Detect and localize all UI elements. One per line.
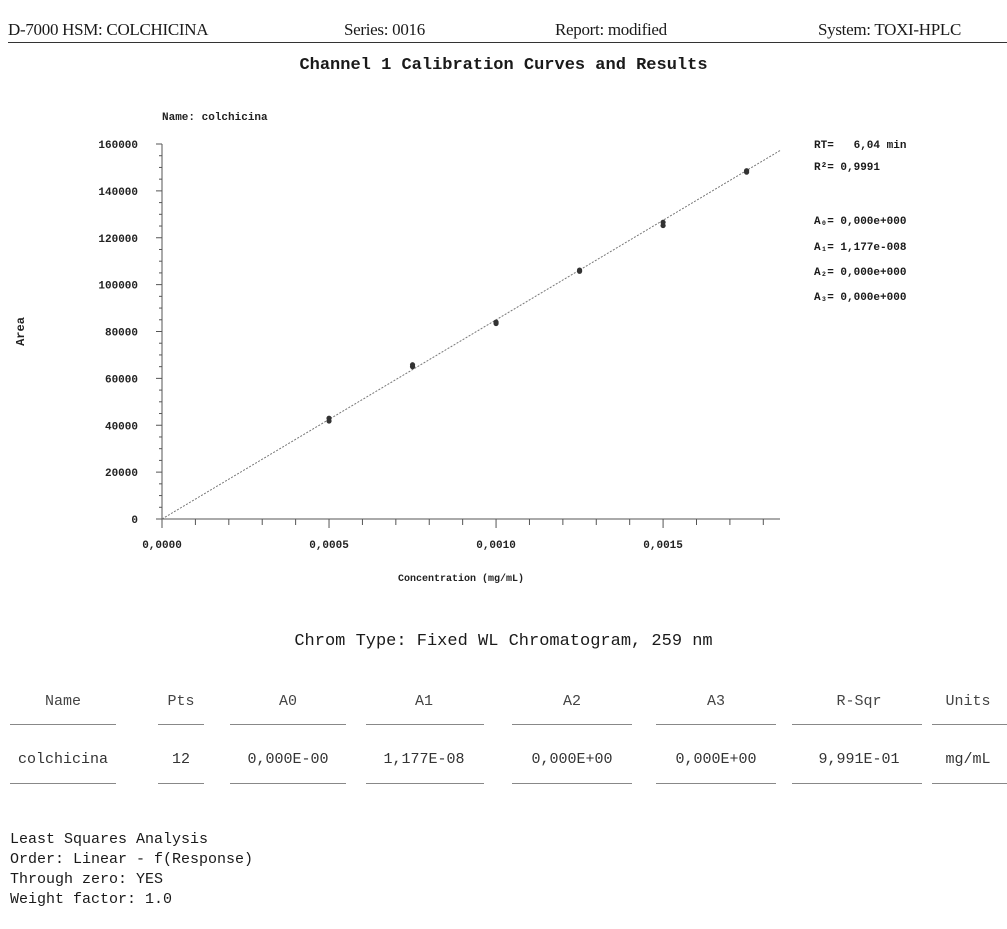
y-tick-label: 100000	[98, 281, 138, 293]
system-label: System: TOXI-HPLC	[818, 20, 962, 39]
x-tick-label: 0,0010	[476, 540, 516, 552]
report-label: Report: modified	[555, 20, 667, 39]
least-squares-order: Order: Linear - f(Response)	[10, 851, 254, 868]
series-label: Series: 0016	[344, 20, 425, 39]
data-point	[409, 362, 416, 368]
chart-title: Name: colchicina	[162, 112, 268, 124]
y-tick-label: 80000	[105, 328, 138, 340]
regression-line	[161, 150, 781, 520]
data-point	[743, 168, 750, 174]
y-tick-label: 120000	[98, 234, 138, 246]
col-header-a1: A1	[414, 693, 434, 710]
cell-a3: 0,000E+00	[675, 751, 757, 768]
cell-a0: 0,000E-00	[247, 751, 329, 768]
header-underline	[230, 724, 346, 725]
row-underline	[158, 783, 204, 784]
coef-a0: A₀= 0,000e+000	[814, 216, 907, 228]
data-point	[660, 219, 666, 225]
coef-a3: A₃= 0,000e+000	[814, 292, 907, 304]
x-tick-label: 0,0005	[309, 540, 349, 552]
report-title: Channel 1 Calibration Curves and Results	[299, 56, 708, 75]
retention-time: RT= 6,04 min	[814, 140, 907, 152]
x-tick-label: 0,0015	[643, 540, 683, 552]
cell-units: mg/mL	[945, 751, 991, 768]
coef-a2: A₂= 0,000e+000	[814, 267, 907, 279]
instrument-label: D-7000 HSM: COLCHICINA	[8, 20, 209, 39]
row-underline	[230, 783, 346, 784]
row-underline	[366, 783, 484, 784]
y-tick-label: 160000	[98, 140, 138, 152]
header-underline	[366, 724, 484, 725]
data-point	[326, 415, 332, 421]
row-underline	[656, 783, 776, 784]
header-divider	[8, 42, 1007, 43]
col-header-name: Name	[44, 693, 82, 710]
col-header-a3: A3	[706, 693, 726, 710]
least-squares-block: Least Squares Analysis Order: Linear - f…	[10, 830, 253, 910]
y-axis-label: Area	[14, 317, 28, 346]
cell-r-sqr: 9,991E-01	[818, 751, 900, 768]
header-underline	[10, 724, 116, 725]
col-header-r-sqr: R-Sqr	[836, 693, 882, 710]
row-underline	[10, 783, 116, 784]
x-axis-label: Concentration (mg/mL)	[398, 573, 524, 585]
col-header-pts: Pts	[167, 693, 195, 710]
header-underline	[158, 724, 204, 725]
data-point	[576, 267, 583, 273]
least-squares-through-zero: Through zero: YES	[10, 871, 164, 888]
col-header-a2: A2	[562, 693, 582, 710]
y-tick-label: 60000	[105, 374, 138, 386]
cell-a1: 1,177E-08	[383, 751, 465, 768]
x-tick-label: 0,0000	[142, 540, 182, 552]
header-underline	[656, 724, 776, 725]
header-underline	[792, 724, 922, 725]
y-tick-label: 0	[131, 515, 138, 527]
least-squares-heading: Least Squares Analysis	[10, 831, 209, 848]
least-squares-weight: Weight factor: 1.0	[10, 891, 173, 908]
col-header-a0: A0	[278, 693, 298, 710]
y-tick-label: 40000	[105, 421, 138, 433]
row-underline	[792, 783, 922, 784]
row-underline	[932, 783, 1007, 784]
y-tick-label: 140000	[98, 187, 138, 199]
r-squared: R²= 0,9991	[814, 162, 881, 174]
cell-a2: 0,000E+00	[531, 751, 613, 768]
data-point	[493, 319, 499, 325]
cell-pts: 12	[171, 751, 191, 768]
col-header-units: Units	[945, 693, 991, 710]
y-tick-label: 20000	[105, 468, 138, 480]
header-underline	[932, 724, 1007, 725]
calibration-chart: 0 20000 40000 60000 80000 100000 120000 140000 1…	[14, 112, 781, 585]
cell-name: colchicina	[17, 751, 109, 768]
header-underline	[512, 724, 632, 725]
row-underline	[512, 783, 632, 784]
chrom-type: Chrom Type: Fixed WL Chromatogram, 259 n…	[294, 632, 713, 651]
coef-a1: A₁= 1,177e-008	[814, 242, 907, 254]
